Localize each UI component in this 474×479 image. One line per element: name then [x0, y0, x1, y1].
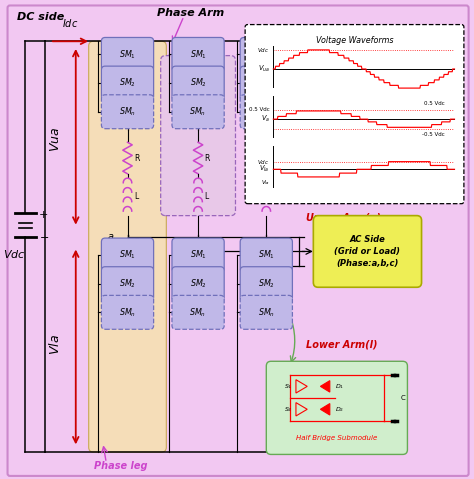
Text: $SM_1$: $SM_1$: [190, 249, 207, 261]
FancyBboxPatch shape: [240, 296, 292, 329]
Text: 0.5 Vdc: 0.5 Vdc: [424, 101, 445, 106]
FancyBboxPatch shape: [240, 37, 292, 71]
Text: $SM_1$: $SM_1$: [119, 249, 136, 261]
Text: Phase leg: Phase leg: [94, 461, 147, 471]
Text: L: L: [205, 237, 209, 246]
Text: $V_{la}$: $V_{la}$: [259, 164, 270, 174]
Text: $SM_n$: $SM_n$: [190, 105, 207, 118]
Text: $SM_2$: $SM_2$: [119, 77, 136, 89]
Text: R: R: [134, 154, 139, 162]
Text: R: R: [273, 154, 278, 162]
Text: DC side: DC side: [17, 12, 64, 23]
Text: c: c: [247, 261, 252, 271]
Text: +: +: [38, 210, 48, 220]
FancyBboxPatch shape: [240, 66, 292, 100]
Text: $S_1$: $S_1$: [284, 382, 292, 391]
Text: $V_{la}$: $V_{la}$: [261, 178, 270, 187]
Text: AC Side
(Grid or Load)
(Phase:a,b,c): AC Side (Grid or Load) (Phase:a,b,c): [335, 235, 401, 268]
Text: L: L: [273, 193, 277, 201]
FancyBboxPatch shape: [172, 37, 224, 71]
FancyBboxPatch shape: [101, 296, 154, 329]
Text: $V_a$: $V_a$: [261, 114, 270, 124]
Text: 0.5 Vdc: 0.5 Vdc: [249, 107, 270, 112]
Text: R: R: [273, 239, 278, 248]
FancyBboxPatch shape: [266, 361, 408, 455]
FancyBboxPatch shape: [89, 41, 166, 452]
Text: $Vdc$: $Vdc$: [257, 158, 270, 166]
FancyBboxPatch shape: [161, 56, 236, 216]
Text: $V_{ua}$: $V_{ua}$: [257, 64, 270, 74]
FancyBboxPatch shape: [101, 66, 154, 100]
Text: $SM_1$: $SM_1$: [258, 48, 275, 61]
Text: R: R: [205, 239, 210, 248]
FancyBboxPatch shape: [101, 95, 154, 129]
Text: b: b: [178, 246, 184, 256]
FancyBboxPatch shape: [240, 238, 292, 272]
FancyBboxPatch shape: [313, 216, 421, 287]
Text: $Vdc$: $Vdc$: [257, 46, 270, 54]
Text: R: R: [205, 154, 210, 162]
Polygon shape: [320, 381, 330, 392]
Text: $Vua$: $Vua$: [49, 126, 62, 152]
FancyBboxPatch shape: [172, 267, 224, 301]
FancyBboxPatch shape: [101, 238, 154, 272]
FancyBboxPatch shape: [172, 66, 224, 100]
Text: R: R: [134, 239, 139, 248]
Text: $S_2$: $S_2$: [284, 405, 292, 414]
Text: $D_1$: $D_1$: [335, 382, 344, 391]
Text: $SM_n$: $SM_n$: [190, 306, 207, 319]
FancyBboxPatch shape: [172, 95, 224, 129]
Text: $SM_n$: $SM_n$: [119, 105, 136, 118]
Text: $SM_n$: $SM_n$: [258, 306, 275, 319]
Text: L: L: [273, 237, 277, 246]
Text: Upper Arm(u): Upper Arm(u): [306, 213, 381, 223]
FancyBboxPatch shape: [245, 24, 464, 204]
FancyBboxPatch shape: [240, 95, 292, 129]
Text: Lower Arm(l): Lower Arm(l): [306, 340, 378, 350]
Text: $Vla$: $Vla$: [48, 334, 62, 355]
Text: $SM_1$: $SM_1$: [119, 48, 136, 61]
Text: $SM_n$: $SM_n$: [119, 306, 136, 319]
Text: a: a: [108, 232, 113, 242]
Text: Phase Arm: Phase Arm: [157, 8, 225, 18]
Text: $D_2$: $D_2$: [335, 405, 344, 414]
Text: L: L: [205, 193, 209, 201]
Text: $SM_1$: $SM_1$: [258, 249, 275, 261]
Text: $SM_n$: $SM_n$: [258, 105, 275, 118]
Text: Voltage Waveforms: Voltage Waveforms: [316, 35, 393, 45]
Polygon shape: [320, 404, 330, 415]
Text: $SM_2$: $SM_2$: [119, 277, 136, 290]
Text: $Idc$: $Idc$: [62, 17, 79, 29]
Text: $-$: $-$: [38, 231, 49, 240]
FancyBboxPatch shape: [101, 267, 154, 301]
FancyBboxPatch shape: [240, 267, 292, 301]
FancyBboxPatch shape: [172, 296, 224, 329]
Text: $SM_2$: $SM_2$: [190, 277, 207, 290]
FancyBboxPatch shape: [172, 238, 224, 272]
Text: $SM_2$: $SM_2$: [258, 277, 275, 290]
Text: L: L: [134, 237, 138, 246]
Text: L: L: [134, 193, 138, 201]
Text: $Vdc$: $Vdc$: [3, 248, 26, 260]
Text: C: C: [401, 395, 406, 401]
FancyBboxPatch shape: [101, 37, 154, 71]
Text: Half Bridge Submodule: Half Bridge Submodule: [296, 435, 377, 441]
Text: $SM_2$: $SM_2$: [190, 77, 207, 89]
Text: -0.5 Vdc: -0.5 Vdc: [422, 132, 445, 137]
Text: $SM_1$: $SM_1$: [190, 48, 207, 61]
Text: $SM_2$: $SM_2$: [258, 77, 275, 89]
